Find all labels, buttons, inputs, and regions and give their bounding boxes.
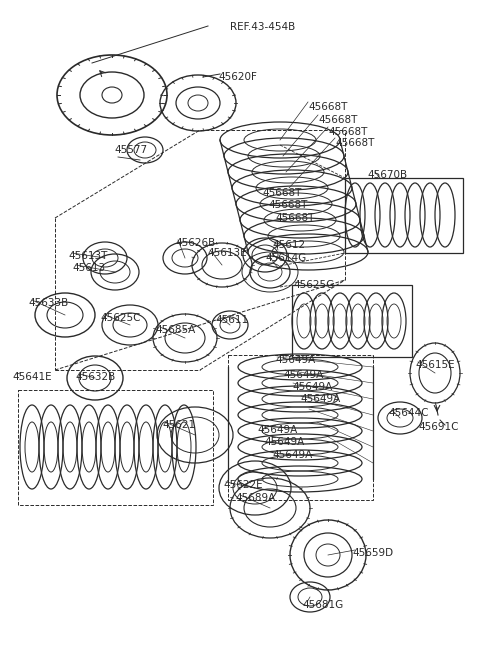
Text: 45668T: 45668T — [335, 138, 374, 148]
Text: 45659D: 45659D — [352, 548, 393, 558]
Text: 45670B: 45670B — [367, 170, 407, 180]
Text: 45612: 45612 — [272, 240, 305, 250]
Text: 45668T: 45668T — [328, 127, 367, 137]
Text: 45622E: 45622E — [223, 480, 263, 490]
Text: 45626B: 45626B — [175, 238, 215, 248]
Text: 45625C: 45625C — [100, 313, 141, 323]
Text: 45577: 45577 — [114, 145, 147, 155]
Text: 45668T: 45668T — [308, 102, 348, 112]
Text: 45668T: 45668T — [262, 188, 301, 198]
Bar — [292, 285, 412, 357]
Text: 45649A: 45649A — [264, 437, 304, 447]
Text: 45691C: 45691C — [418, 422, 458, 432]
Text: 45625G: 45625G — [293, 280, 334, 290]
Bar — [18, 390, 213, 505]
Bar — [345, 178, 463, 253]
Text: 45611: 45611 — [215, 315, 248, 325]
Text: 45613: 45613 — [72, 263, 105, 273]
Text: 45615E: 45615E — [415, 360, 455, 370]
Text: 45668T: 45668T — [318, 115, 358, 125]
Text: REF.43-454B: REF.43-454B — [230, 22, 295, 32]
Text: 45649A: 45649A — [275, 355, 315, 365]
Text: 45689A: 45689A — [235, 493, 275, 503]
Text: 45649A: 45649A — [257, 425, 297, 435]
Text: 45632B: 45632B — [75, 372, 115, 382]
Text: 45649A: 45649A — [283, 370, 323, 380]
Text: 45649A: 45649A — [300, 394, 340, 404]
Text: 45681G: 45681G — [302, 600, 343, 610]
Text: 45613E: 45613E — [207, 248, 247, 258]
Text: 45644C: 45644C — [388, 408, 429, 418]
Text: 45649A: 45649A — [272, 450, 312, 460]
Text: 45614G: 45614G — [265, 253, 306, 263]
Text: 45613T: 45613T — [68, 251, 108, 261]
Text: 45649A: 45649A — [292, 382, 332, 392]
Text: 45641E: 45641E — [12, 372, 52, 382]
Text: 45620F: 45620F — [218, 72, 257, 82]
Text: 45685A: 45685A — [155, 325, 195, 335]
Bar — [228, 355, 373, 500]
Text: 45668T: 45668T — [275, 213, 314, 223]
Text: 45668T: 45668T — [268, 200, 307, 210]
Text: 45621: 45621 — [162, 420, 195, 430]
Text: 45633B: 45633B — [28, 298, 68, 308]
